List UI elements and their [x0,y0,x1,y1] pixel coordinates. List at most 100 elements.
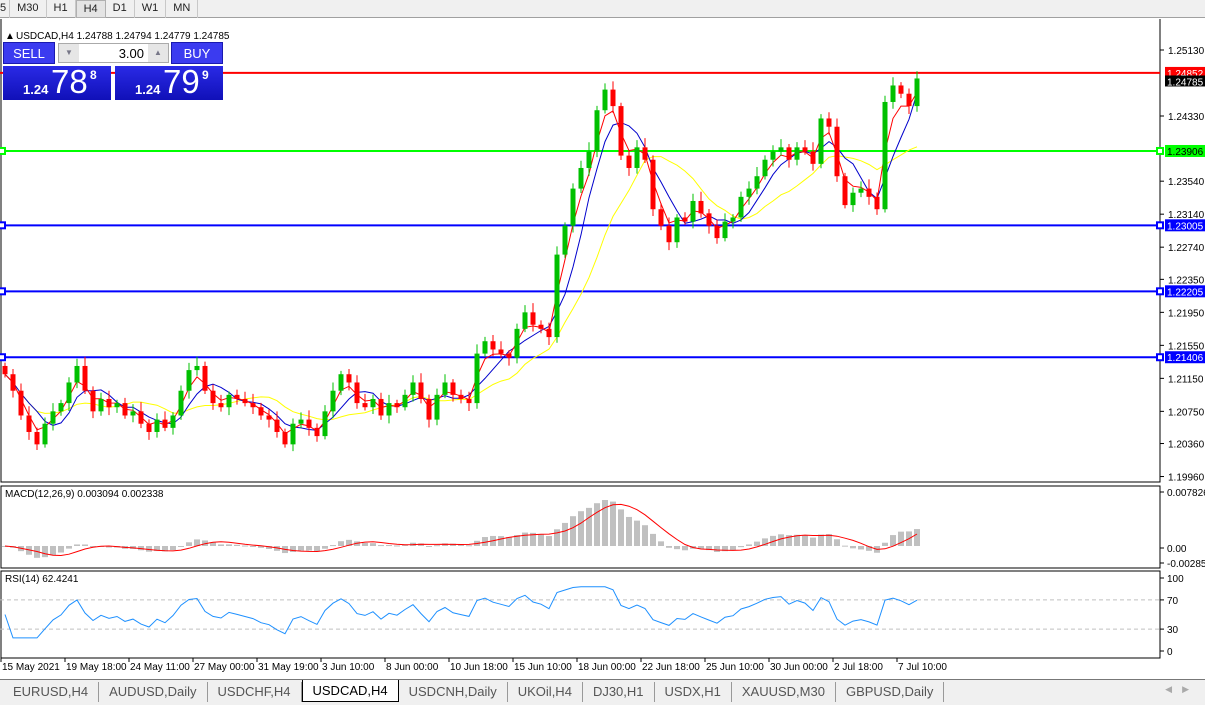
macd-histogram-bar [146,546,152,552]
candle-body [850,192,856,206]
timeframe-toolbar: 5 M30 H1 H4 D1 W1 MN [0,0,1205,18]
lot-size-input[interactable]: ▼ 3.00 ▲ [58,43,169,63]
price-axis-label: 1.24330 [1168,112,1205,123]
rsi-panel-frame [0,570,1161,659]
candle-body [490,341,496,350]
candle-body [874,196,880,210]
candle-body [802,147,808,152]
macd-histogram-bar [162,546,168,552]
chart-tab[interactable]: EURUSD,H4 [3,682,100,702]
candle-body [26,415,32,432]
macd-histogram-bar [338,541,344,546]
macd-histogram-bar [650,533,656,546]
bid-price-big: 78 [51,63,88,100]
candle-body [682,217,688,222]
chart-tab[interactable]: UKOil,H4 [508,682,583,702]
ma-slow-line [4,146,918,421]
timeframe-w1[interactable]: W1 [135,0,167,18]
candle-body [290,423,296,445]
chart-tab[interactable]: DJ30,H1 [583,682,655,702]
candle-body [434,394,440,420]
macd-histogram-bar [498,536,504,546]
hline-price-label: 1.24852 [1167,69,1204,80]
ask-price-pip: 9 [202,68,209,82]
candle-body [778,147,784,152]
timeframe-5[interactable]: 5 [0,0,11,18]
chart-header: USDCAD,H4 1.24788 1.24794 1.24779 1.2478… [16,31,230,42]
tab-scroll-arrows[interactable]: ◀▶ [1165,684,1199,694]
macd-histogram-bar [306,546,312,551]
macd-histogram-bar [714,546,720,552]
candle-body [786,147,792,160]
macd-histogram-bar [58,546,64,553]
macd-histogram-bar [434,545,440,547]
chart-tab[interactable]: AUDUSD,Daily [99,682,208,702]
chart-tab[interactable]: USDCAD,H4 [301,680,399,702]
timeframe-h4[interactable]: H4 [75,0,106,18]
macd-histogram-bar [602,500,608,546]
line-handle [0,221,6,230]
macd-histogram-bar [82,544,88,546]
candle-body [562,225,568,255]
macd-histogram-bar [674,546,680,550]
candle-body [722,221,728,239]
macd-histogram-bar [42,546,48,558]
increase-lot-icon[interactable]: ▲ [148,44,168,62]
time-axis-label: 15 Jun 10:00 [514,662,572,673]
rsi-axis-label: 30 [1167,625,1179,636]
bid-price-prefix: 1.24 [23,82,49,97]
hline-price-label: 1.23005 [1167,221,1204,232]
ask-price-button[interactable]: 1.24 79 9 [115,63,223,100]
candle-body [914,78,920,107]
timeframe-m30[interactable]: M30 [10,0,47,18]
candle-body [354,382,360,404]
candle-body [338,374,344,391]
candle-body [554,254,560,338]
chart-tab[interactable]: GBPUSD,Daily [836,682,945,702]
buy-button[interactable]: BUY [171,42,223,64]
macd-histogram-bar [322,546,328,549]
decrease-lot-icon[interactable]: ▼ [59,44,79,62]
candle-body [114,403,120,408]
lot-value[interactable]: 3.00 [118,46,144,61]
macd-histogram-bar [666,546,672,548]
candle-body [698,200,704,214]
macd-histogram-bar [818,534,824,546]
sell-button[interactable]: SELL [3,42,55,64]
candle-body [346,374,352,383]
bid-price-button[interactable]: 1.24 78 8 [3,63,111,100]
macd-histogram-bar [634,520,640,546]
macd-histogram-bar [290,546,296,553]
macd-histogram-bar [370,543,376,546]
ma-fast-line [4,92,918,435]
timeframe-d1[interactable]: D1 [106,0,135,18]
time-axis-label: 27 May 00:00 [194,662,255,673]
macd-histogram-bar [842,545,848,547]
candle-body [506,353,512,358]
chart-canvas[interactable]: 1.25130 1.24330 1.23540 1.23140 1.22740 1.223… [0,0,1205,679]
chart-tab[interactable]: XAUUSD,M30 [732,682,836,702]
chart-tab[interactable]: USDCNH,Daily [399,682,508,702]
timeframe-h1[interactable]: H1 [47,0,76,18]
macd-histogram-bar [186,542,192,546]
macd-histogram-bar [506,537,512,546]
chart-window[interactable]: 1.25130 1.24330 1.23540 1.23140 1.22740 1.223… [0,0,1205,679]
candle-body [530,312,536,325]
macd-histogram-bar [330,545,336,547]
macd-histogram-bar [562,522,568,546]
macd-histogram-bar [914,529,920,546]
price-label-box [1165,219,1205,232]
candle-body [90,390,96,412]
macd-histogram-bar [170,546,176,551]
macd-histogram-bar [466,545,472,547]
chart-tab[interactable]: USDCHF,H4 [208,682,302,702]
chart-tab[interactable]: USDX,H1 [655,682,732,702]
candle-body [258,407,264,416]
candle-body [714,225,720,239]
timeframe-mn[interactable]: MN [166,0,199,18]
macd-histogram-bar [778,534,784,546]
rsi-axis-label: 100 [1167,574,1184,585]
candle-body [82,365,88,391]
line-handle [1156,221,1164,230]
price-axis-label: 1.21150 [1168,374,1204,385]
